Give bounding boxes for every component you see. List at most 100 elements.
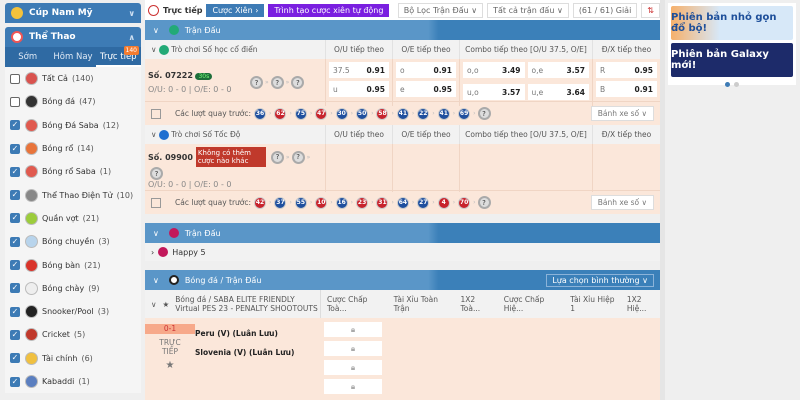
sport-count: (5) [73,330,86,340]
banner-galaxy[interactable]: Phiên bản Galaxy mới! [671,43,793,77]
parlay-button[interactable]: Cược Xiên › [206,3,265,17]
toolbar: Trực tiếp Cược Xiên › Trình tạo cược xiê… [145,0,660,20]
odds-button[interactable]: o,e 3.57 [527,62,589,78]
selection-mode-dropdown[interactable]: Lựa chọn bình thường ∨ [546,273,654,287]
odds-button[interactable]: R 0.95 [596,62,657,78]
sidebar-item[interactable]: ✓ Tài chính (6) [5,346,141,370]
game-name: Trò chơi Số học cổ điển [171,45,258,54]
odds-button[interactable]: o 0.91 [396,62,456,78]
sidebar-item[interactable]: ✓ Bóng Đá Saba (12) [5,113,141,137]
sport-label: Bóng bàn [42,260,81,270]
column-header: O/E tiếp theo [392,125,459,144]
lock-icon: 🔒︎ [324,322,382,337]
odds-button[interactable]: 37.5 0.91 [329,62,389,78]
sidebar-item[interactable]: ✓ Bóng chuyền (3) [5,230,141,254]
banner-compact[interactable]: Phiên bản nhỏ gọn đổ bộ! [671,6,793,40]
section-header-match[interactable]: ∨ Trận Đấu [145,20,660,40]
checkbox[interactable]: ✓ [10,376,20,387]
ball-red: 4 [437,196,450,209]
happy5-row[interactable]: › Happy 5 [145,243,660,261]
chevron-down-icon[interactable]: ∨ [151,130,157,139]
odds-button[interactable]: u,o 3.57 [463,84,525,100]
favorite-star-icon[interactable]: ★ [165,360,175,371]
carousel-dot[interactable] [734,82,739,87]
sidebar-item[interactable]: Tất Cả (140) [5,67,141,91]
odds-button[interactable]: o,o 3.49 [463,62,525,78]
chevron-down-icon[interactable]: ∨ [151,45,157,54]
checkbox[interactable]: ✓ [10,236,20,247]
sport-icon [25,281,38,295]
chevron-down-icon[interactable]: ∨ [151,299,157,309]
tab-live[interactable]: Trực tiếp 140 [95,46,141,67]
match-filter-dropdown[interactable]: Bộ Lọc Trận Đấu ∨ [397,2,484,18]
wheel-label: Bánh xe số [597,109,640,118]
column-header: O/E tiếp theo [392,40,459,59]
checkbox[interactable]: ✓ [10,213,20,224]
all-matches-dropdown[interactable]: Tất cả trận đấu ∨ [487,2,569,18]
game-icon [158,45,169,55]
happy5-label: Happy 5 [172,247,206,257]
checkbox[interactable]: ✓ [10,283,20,294]
section-header-happy5[interactable]: ∨ Trận Đấu [145,223,660,243]
tab-today[interactable]: Hôm Nay [53,52,93,62]
ball-red: 10 [315,196,328,209]
sidebar-item[interactable]: ✓ Bóng chày (9) [5,276,141,300]
sports-header[interactable]: Thể Thao ∧ [5,27,141,47]
sidebar-item[interactable]: ✓ Thể Thao Điện Tử (10) [5,183,141,207]
sport-icon [25,375,38,388]
ball-blue: 64 [396,196,409,209]
sidebar-item[interactable]: ✓ Bóng rổ (14) [5,136,141,161]
stats-icon[interactable] [151,108,161,119]
auto-parlay-builder-button[interactable]: Trình tạo cược xiên tự động [268,3,390,17]
home-team: Peru (V) (Luân Lưu) [195,329,278,338]
sport-icon [25,118,38,132]
odds-label: u [333,84,338,94]
cup-title: Cúp Nam Mỹ [29,8,93,18]
sport-list: Tất Cả (140) Bóng đá (47) ✓ Bóng Đá Saba (12) ✓… [5,67,141,394]
number-wheel-dropdown[interactable]: Bánh xe số ∨ [590,195,654,210]
number-wheel-dropdown[interactable]: Bánh xe số ∨ [590,106,654,121]
market-column-header: Cược Chấp Hiệ... [503,295,545,313]
sort-icon[interactable]: ⇅ [641,2,660,18]
ball-red: 31 [376,196,389,209]
odds-button[interactable]: B 0.91 [596,81,657,97]
checkbox[interactable]: ✓ [10,120,20,131]
away-team: Slovenia (V) (Luân Lưu) [195,348,295,357]
sport-label: Bóng chuyền [42,237,95,247]
sidebar-item[interactable]: ✓ Bóng rổ Saba (1) [5,160,141,184]
sidebar-item[interactable]: Bóng đá (47) [5,90,141,114]
sport-label: Kabaddi [42,377,75,386]
odds-button[interactable]: u 0.95 [329,81,389,97]
sidebar-item[interactable]: ✓ Cricket (5) [5,323,141,347]
checkbox[interactable]: ✓ [10,329,20,340]
scrollbar[interactable] [660,0,665,400]
section-title: Trận Đấu [184,25,221,35]
checkbox[interactable] [10,73,20,84]
star-icon[interactable]: ★ [162,299,170,309]
sidebar-item[interactable]: ✓ Snooker/Pool (3) [5,299,141,324]
checkbox[interactable]: ✓ [10,166,20,177]
odds-label: o,o [467,65,479,75]
checkbox[interactable]: ✓ [10,260,20,271]
league-count[interactable]: (61 / 61) Giải [572,2,638,18]
sidebar-item[interactable]: ✓ Bóng bàn (21) [5,253,141,277]
lock-icon: 🔒︎ [324,360,382,375]
ball-blue: 16 [335,196,348,209]
carousel-dot-active[interactable] [725,82,730,87]
odds-button[interactable]: e 0.95 [396,81,456,97]
match-score: 0-1 [145,324,195,334]
wheel-label: Bánh xe số [597,198,640,207]
sidebar-item[interactable]: ✓ Kabaddi (1) [5,369,141,394]
tab-early[interactable]: Sớm [18,52,38,62]
checkbox[interactable]: ✓ [10,143,20,154]
sidebar-item[interactable]: ✓ Quần vợt (21) [5,206,141,231]
section-header-football[interactable]: ∨ Bóng đá / Trận Đấu Lựa chọn bình thường… [145,270,660,290]
checkbox[interactable]: ✓ [10,306,20,317]
stats-icon[interactable] [151,197,161,208]
checkbox[interactable]: ✓ [10,190,20,201]
checkbox[interactable] [10,96,20,107]
cup-header[interactable]: Cúp Nam Mỹ ∨ [5,3,141,23]
odds-button[interactable]: u,e 3.64 [527,84,589,100]
unknown-ball: ? [477,107,491,120]
checkbox[interactable]: ✓ [10,353,20,364]
